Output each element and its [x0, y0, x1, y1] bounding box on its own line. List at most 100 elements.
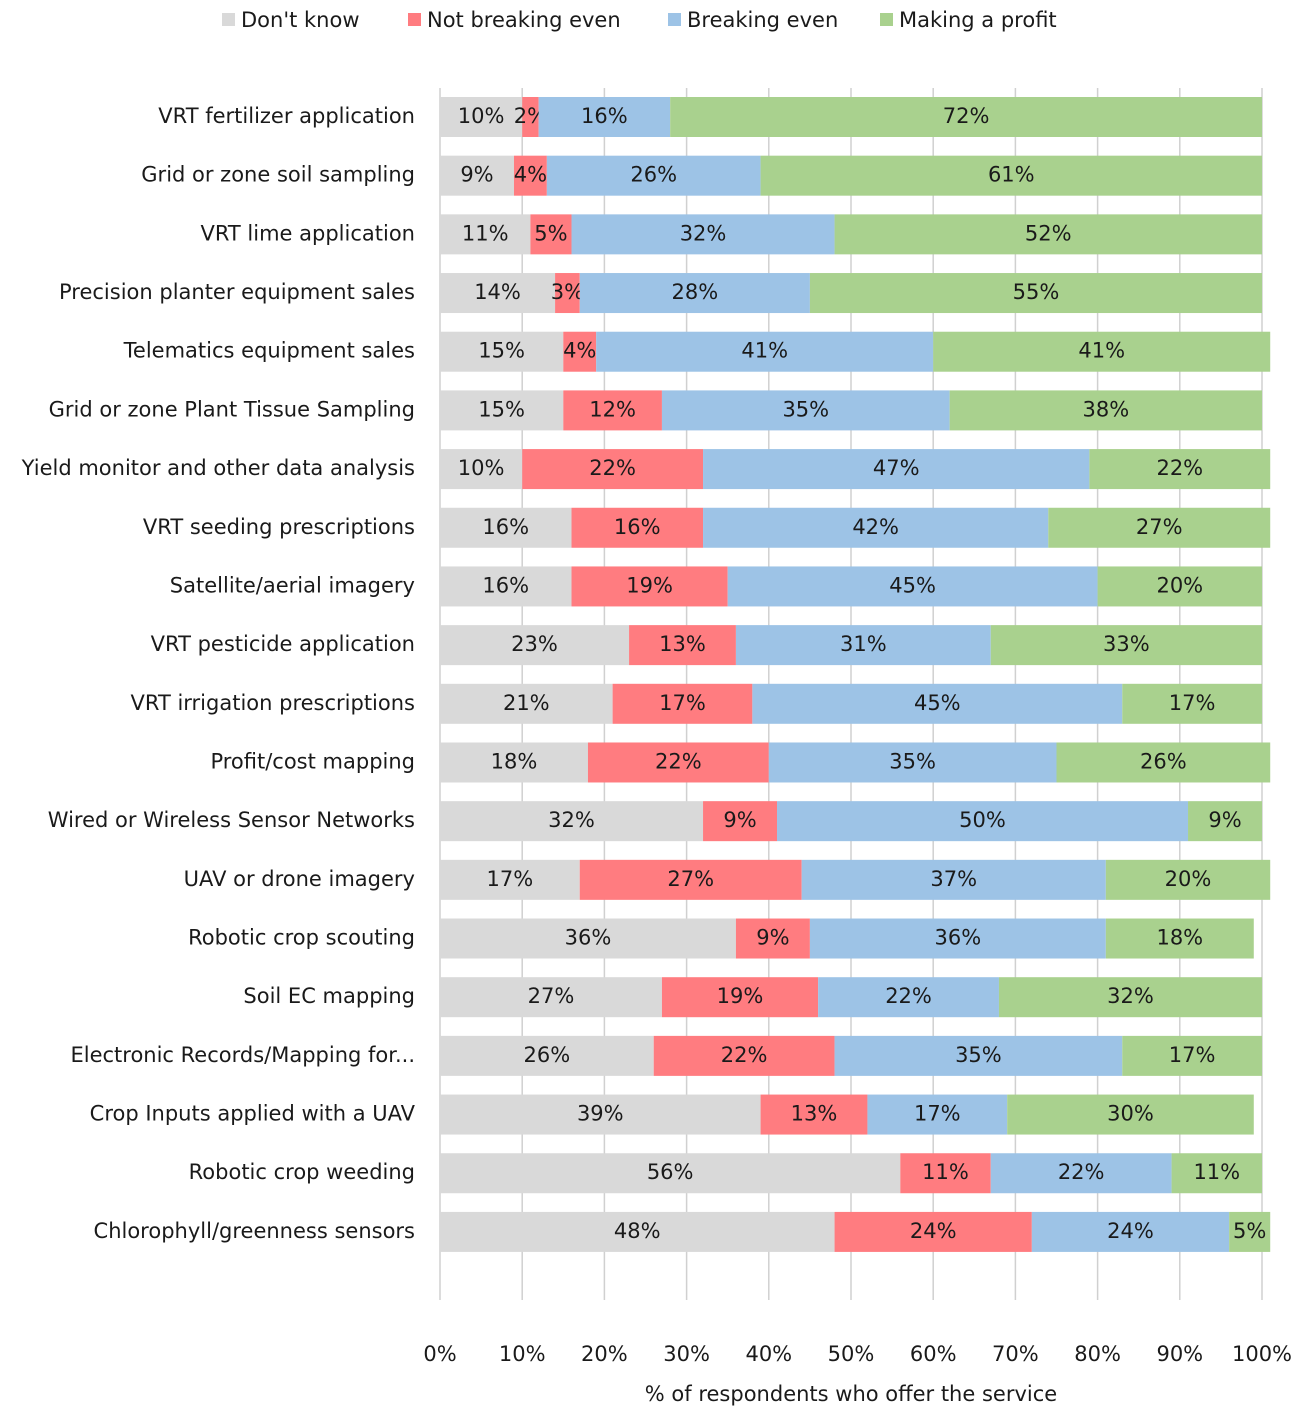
data-label: 3%: [551, 280, 584, 304]
data-label: 32%: [1107, 984, 1154, 1008]
x-tick-label: 40%: [745, 1342, 792, 1366]
bar-segment: [900, 1153, 991, 1194]
data-label: 32%: [548, 808, 595, 832]
x-tick-label: 10%: [499, 1342, 546, 1366]
data-label: 55%: [1013, 280, 1060, 304]
data-label: 16%: [482, 573, 529, 597]
y-tick-label: Grid or zone soil sampling: [141, 163, 415, 187]
legend-swatch: [880, 13, 893, 26]
data-label: 26%: [630, 163, 677, 187]
bar-segment: [834, 1035, 1123, 1076]
x-tick-label: 0%: [423, 1342, 456, 1366]
data-label: 50%: [959, 808, 1006, 832]
legend-label: Not breaking even: [427, 8, 621, 32]
data-label: 9%: [460, 163, 493, 187]
data-label: 27%: [1136, 515, 1183, 539]
data-label: 48%: [614, 1219, 661, 1243]
data-label: 22%: [1058, 1160, 1105, 1184]
bar-segment: [1089, 449, 1271, 490]
y-tick-label: Wired or Wireless Sensor Networks: [48, 808, 415, 832]
y-tick-label: Profit/cost mapping: [210, 749, 415, 773]
bar-segment: [727, 566, 1098, 607]
y-tick-label: VRT fertilizer application: [158, 104, 415, 128]
data-label: 35%: [889, 749, 936, 773]
bar-segment: [546, 155, 761, 196]
legend-label: Don't know: [241, 8, 360, 32]
y-tick-label: Chlorophyll/greenness sensors: [94, 1219, 415, 1243]
bar-segment: [1105, 918, 1254, 959]
data-label: 23%: [511, 632, 558, 656]
bar-segment: [1188, 801, 1262, 842]
data-label: 16%: [482, 515, 529, 539]
data-label: 22%: [1156, 456, 1203, 480]
data-label: 32%: [680, 221, 727, 245]
data-label: 39%: [577, 1102, 624, 1126]
data-label: 4%: [563, 339, 596, 363]
data-label: 13%: [791, 1102, 838, 1126]
bar-segment: [440, 214, 531, 255]
data-label: 27%: [528, 984, 575, 1008]
bar-segment: [563, 331, 597, 372]
x-axis-label: % of respondents who offer the service: [645, 1382, 1057, 1406]
data-label: 20%: [1156, 573, 1203, 597]
bar-segment: [612, 683, 753, 724]
data-label: 4%: [514, 163, 547, 187]
bar-segment: [735, 918, 810, 959]
y-tick-label: Grid or zone Plant Tissue Sampling: [49, 397, 415, 421]
bar-segment: [661, 977, 819, 1018]
data-label: 31%: [840, 632, 887, 656]
legend-label: Making a profit: [899, 8, 1057, 32]
data-label: 24%: [910, 1219, 957, 1243]
data-label: 9%: [756, 926, 789, 950]
bar-segment: [777, 801, 1189, 842]
data-label: 33%: [1103, 632, 1150, 656]
data-label: 5%: [1233, 1219, 1266, 1243]
bar-segment: [703, 801, 778, 842]
y-tick-label: VRT pesticide application: [151, 632, 415, 656]
data-label: 28%: [671, 280, 718, 304]
data-label: 22%: [721, 1043, 768, 1067]
y-tick-label: Soil EC mapping: [243, 984, 415, 1008]
bar-segment: [440, 683, 613, 724]
data-label: 45%: [889, 573, 936, 597]
bar-segment: [1048, 507, 1271, 548]
data-label: 36%: [935, 926, 982, 950]
bar-segment: [990, 625, 1262, 666]
data-label: 72%: [943, 104, 990, 128]
data-label: 22%: [885, 984, 932, 1008]
bar-segment: [571, 214, 835, 255]
data-label: 10%: [458, 456, 505, 480]
y-tick-label: Telematics equipment sales: [123, 339, 415, 363]
bar-segment: [571, 566, 728, 607]
bar-segment: [1122, 1035, 1262, 1076]
data-label: 15%: [478, 339, 525, 363]
bar-segment: [818, 977, 999, 1018]
data-label: 22%: [589, 456, 636, 480]
bar-segment: [440, 1153, 901, 1194]
data-label: 16%: [581, 104, 628, 128]
data-label: 17%: [914, 1102, 961, 1126]
data-label: 45%: [914, 691, 961, 715]
y-tick-label: UAV or drone imagery: [184, 867, 415, 891]
data-label: 38%: [1082, 397, 1129, 421]
bar-segment: [1097, 566, 1262, 607]
data-label: 26%: [524, 1043, 571, 1067]
bar-segment: [653, 1035, 835, 1076]
bar-segment: [834, 214, 1262, 255]
y-tick-label: VRT lime application: [201, 221, 416, 245]
x-tick-label: 100%: [1232, 1342, 1292, 1366]
y-tick-label: Satellite/aerial imagery: [170, 573, 415, 597]
legend-swatch: [668, 13, 681, 26]
data-label: 35%: [782, 397, 829, 421]
bar-segment: [661, 390, 950, 431]
bar-segment: [440, 566, 572, 607]
x-tick-label: 30%: [663, 1342, 710, 1366]
data-label: 35%: [955, 1043, 1002, 1067]
bar-segment: [440, 1035, 654, 1076]
bar-segment: [579, 859, 802, 900]
data-label: 61%: [988, 163, 1035, 187]
bar-segment: [801, 859, 1106, 900]
bar-segment: [703, 507, 1049, 548]
